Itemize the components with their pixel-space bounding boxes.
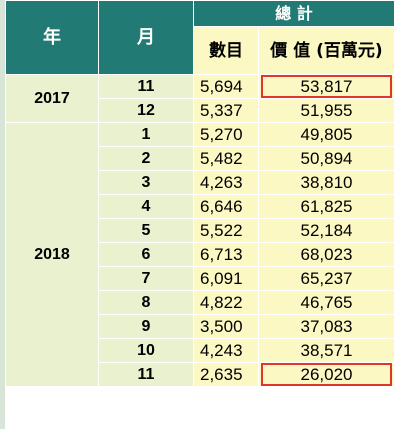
count-cell[interactable]: 2,635 bbox=[193, 362, 259, 387]
count-cell[interactable]: 5,270 bbox=[193, 122, 259, 147]
count-cell[interactable]: 4,243 bbox=[193, 338, 259, 363]
count-cell[interactable]: 5,482 bbox=[193, 146, 259, 171]
value-cell[interactable]: 65,237 bbox=[258, 266, 395, 291]
table-row: 11 2,635 26,020 bbox=[6, 362, 395, 387]
count-cell[interactable]: 5,522 bbox=[193, 218, 259, 243]
table-row: 5 5,522 52,184 bbox=[6, 218, 395, 243]
header-total[interactable]: 總 計 bbox=[193, 0, 395, 27]
table-row: 10 4,243 38,571 bbox=[6, 338, 395, 363]
value-cell[interactable]: 46,765 bbox=[258, 290, 395, 315]
value-cell[interactable]: 51,955 bbox=[258, 98, 395, 123]
value-cell[interactable]: 68,023 bbox=[258, 242, 395, 267]
count-cell[interactable]: 6,713 bbox=[193, 242, 259, 267]
row-gutter bbox=[0, 0, 5, 429]
month-cell[interactable]: 7 bbox=[98, 266, 194, 291]
table-row: 4 6,646 61,825 bbox=[6, 194, 395, 219]
value-cell[interactable]: 38,571 bbox=[258, 338, 395, 363]
count-cell[interactable]: 4,822 bbox=[193, 290, 259, 315]
table-row: 9 3,500 37,083 bbox=[6, 314, 395, 339]
count-cell[interactable]: 6,091 bbox=[193, 266, 259, 291]
count-cell[interactable]: 3,500 bbox=[193, 314, 259, 339]
table-row: 8 4,822 46,765 bbox=[6, 290, 395, 315]
header-value[interactable]: 價 值 (百萬元) bbox=[258, 26, 395, 75]
count-cell[interactable]: 5,337 bbox=[193, 98, 259, 123]
table-row: 12 5,337 51,955 bbox=[6, 98, 395, 123]
value-cell-highlighted[interactable]: 53,817 bbox=[258, 74, 395, 99]
count-cell[interactable]: 4,263 bbox=[193, 170, 259, 195]
month-cell[interactable]: 11 bbox=[98, 74, 194, 99]
table-row: 2018 1 5,270 49,805 bbox=[5, 122, 395, 387]
header-month[interactable]: 月 bbox=[98, 0, 194, 75]
month-cell[interactable]: 2 bbox=[98, 146, 194, 171]
year-cell[interactable]: 2017 bbox=[5, 74, 99, 123]
month-cell[interactable]: 6 bbox=[98, 242, 194, 267]
table-row: 6 6,713 68,023 bbox=[6, 242, 395, 267]
month-cell[interactable]: 4 bbox=[98, 194, 194, 219]
year-cell[interactable]: 2018 bbox=[5, 122, 99, 387]
month-cell[interactable]: 10 bbox=[98, 338, 194, 363]
month-cell[interactable]: 11 bbox=[98, 362, 194, 387]
month-cell[interactable]: 1 bbox=[98, 122, 194, 147]
month-cell[interactable]: 3 bbox=[98, 170, 194, 195]
value-cell[interactable]: 49,805 bbox=[258, 122, 395, 147]
header-count[interactable]: 數目 bbox=[193, 26, 259, 75]
count-cell[interactable]: 5,694 bbox=[193, 74, 259, 99]
value-cell[interactable]: 50,894 bbox=[258, 146, 395, 171]
table-row: 3 4,263 38,810 bbox=[6, 170, 395, 195]
value-cell[interactable]: 61,825 bbox=[258, 194, 395, 219]
month-cell[interactable]: 9 bbox=[98, 314, 194, 339]
month-cell[interactable]: 12 bbox=[98, 98, 194, 123]
table-row: 2017 11 5,694 53,817 bbox=[5, 74, 395, 123]
month-cell[interactable]: 5 bbox=[98, 218, 194, 243]
value-cell-highlighted[interactable]: 26,020 bbox=[258, 362, 395, 387]
value-cell[interactable]: 37,083 bbox=[258, 314, 395, 339]
table-row: 7 6,091 65,237 bbox=[6, 266, 395, 291]
table-body: 2017 11 5,694 53,817 12 5,337 51,955 2018 1 5,270… bbox=[5, 74, 395, 387]
value-cell[interactable]: 52,184 bbox=[258, 218, 395, 243]
count-cell[interactable]: 6,646 bbox=[193, 194, 259, 219]
header-year[interactable]: 年 bbox=[5, 0, 99, 75]
month-cell[interactable]: 8 bbox=[98, 290, 194, 315]
value-cell[interactable]: 38,810 bbox=[258, 170, 395, 195]
trade-table: 年 月 總 計 數目 價 值 (百萬元) 2017 11 5,694 53,817 12… bbox=[5, 0, 395, 387]
